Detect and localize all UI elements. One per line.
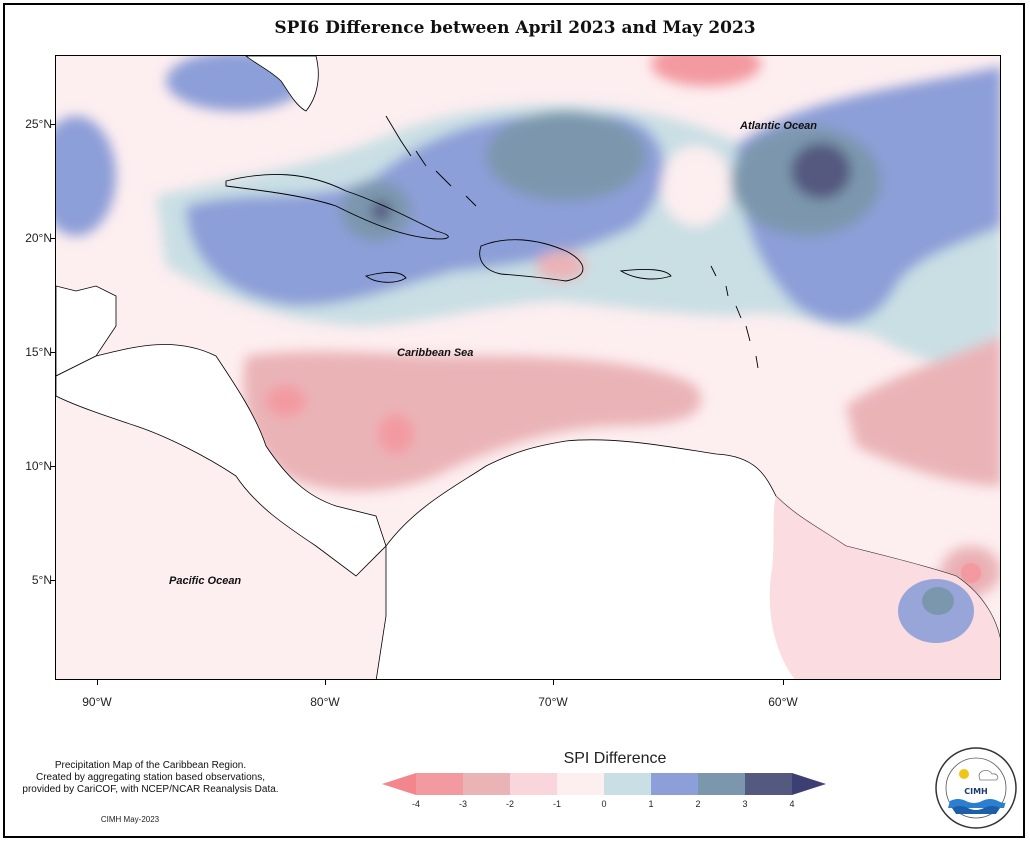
- legend-arrow-low: [382, 773, 416, 795]
- legend-tick-3: 3: [742, 799, 748, 809]
- field-slate-bahamas: [486, 111, 646, 201]
- spi-map-svg: [56, 56, 1000, 679]
- lon-label-80w: 80°W: [310, 695, 340, 709]
- field-red-north: [651, 56, 761, 86]
- lon-label-90w: 90°W: [82, 695, 112, 709]
- hispaniola-outline: [479, 239, 584, 282]
- legend-tick-0: 0: [601, 799, 607, 809]
- cloud-icon: [978, 770, 999, 781]
- legend-swatch-7: [698, 773, 745, 795]
- jamaica-outline: [365, 272, 407, 283]
- map-description: Precipitation Map of the Caribbean Regio…: [8, 760, 293, 796]
- pacific-ocean-label: Pacific Ocean: [169, 575, 242, 587]
- lat-label-5n: 5°N: [31, 573, 52, 587]
- lesser-antilles-outline: [710, 265, 759, 369]
- puerto-rico-outline: [619, 268, 672, 280]
- note-line-3: provided by CariCOF, with NCEP/NCAR Rean…: [22, 784, 279, 795]
- island-outlines: [225, 115, 759, 369]
- legend-tick-4: 4: [789, 799, 795, 809]
- lat-tick-15: [50, 352, 55, 353]
- field-red-caribbean: [243, 351, 702, 491]
- legend-tick-2: 2: [695, 799, 701, 809]
- logo-text: CIMH: [964, 787, 988, 796]
- field-guiana-red-overlay: [961, 563, 981, 583]
- lon-tick-90: [97, 680, 98, 685]
- cimh-logo: CIMH: [935, 747, 1017, 829]
- legend-swatch-4: [557, 773, 604, 795]
- legend-tick-1: 1: [648, 799, 654, 809]
- field-dark-cuba: [371, 201, 391, 221]
- field-red-east: [846, 336, 1000, 486]
- lon-tick-80: [325, 680, 326, 685]
- note-line-1: Precipitation Map of the Caribbean Regio…: [54, 760, 247, 771]
- legend-tick-m3: -3: [458, 799, 467, 809]
- cuba-outline: [225, 173, 449, 240]
- credit-text: CIMH May-2023: [100, 815, 160, 824]
- note-line-2: Created by aggregating station based obs…: [35, 772, 266, 783]
- lat-tick-10: [50, 466, 55, 467]
- field-dark-atlantic: [791, 143, 851, 199]
- lat-tick-25: [50, 124, 55, 125]
- map-title: SPI6 Difference between April 2023 and M…: [274, 18, 756, 38]
- field-red-hispaniola: [536, 251, 586, 281]
- legend-swatch-8: [745, 773, 792, 795]
- land-central-america: [56, 344, 387, 577]
- legend-tick-m2: -2: [505, 799, 514, 809]
- sun-icon: [959, 769, 969, 779]
- bahamas-outline: [385, 115, 477, 207]
- land-florida: [245, 56, 319, 112]
- legend-tick-m1: -1: [552, 799, 561, 809]
- lat-tick-5: [50, 580, 55, 581]
- legend-swatch-1: [416, 773, 463, 795]
- field-red-spot-2: [378, 414, 414, 454]
- legend-swatch-3: [510, 773, 557, 795]
- lon-label-70w: 70°W: [538, 695, 568, 709]
- figure-frame: [3, 3, 1025, 838]
- lat-label-15n: 15°N: [25, 345, 52, 359]
- lat-label-20n: 20°N: [25, 231, 52, 245]
- map-panel: [55, 55, 1001, 680]
- legend-swatch-5: [604, 773, 651, 795]
- lat-tick-20: [50, 238, 55, 239]
- wave-icon: [948, 799, 1006, 808]
- lon-label-60w: 60°W: [768, 695, 798, 709]
- atlantic-ocean-label: Atlantic Ocean: [740, 120, 818, 132]
- field-blue-gulf: [56, 116, 116, 236]
- wave-icon-lower: [952, 806, 1000, 814]
- lon-tick-60: [783, 680, 784, 685]
- legend-title: SPI Difference: [563, 750, 667, 767]
- caribbean-sea-label: Caribbean Sea: [397, 347, 474, 359]
- lat-label-25n: 25°N: [25, 117, 52, 131]
- legend-swatch-6: [651, 773, 698, 795]
- lat-label-10n: 10°N: [25, 459, 52, 473]
- field-guiana-slate-overlay: [922, 587, 954, 615]
- lon-tick-70: [553, 680, 554, 685]
- legend-swatch-2: [463, 773, 510, 795]
- legend-arrow-high: [792, 773, 826, 795]
- legend-tick-m4: -4: [411, 799, 420, 809]
- field-red-spot-1: [266, 385, 306, 417]
- field-pink-gap: [661, 146, 731, 226]
- legend-colorbar: [382, 773, 826, 795]
